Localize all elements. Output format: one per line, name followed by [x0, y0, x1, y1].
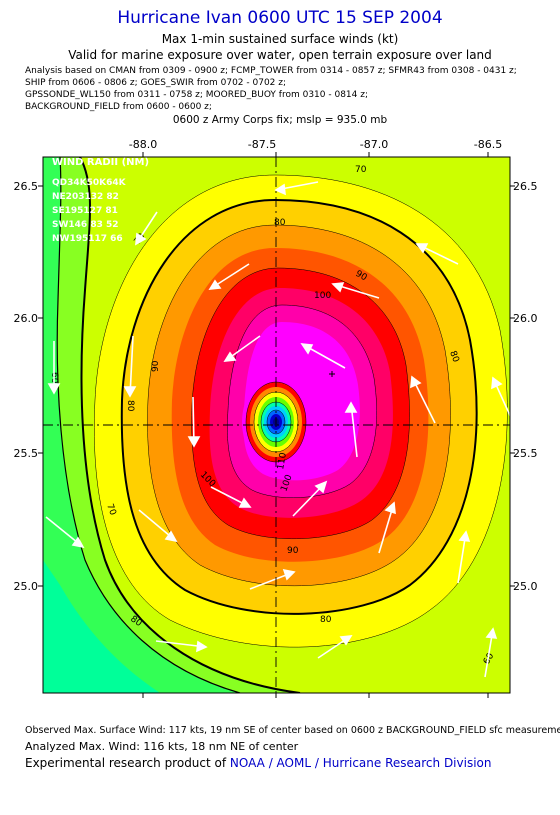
wind-vector: [135, 211, 158, 246]
chart-title: Hurricane Ivan 0600 UTC 15 SEP 2004: [117, 8, 443, 28]
analyzed-max-wind: Analyzed Max. Wind: 116 kts, 18 nm NE of…: [25, 740, 299, 753]
wind-vector: [410, 375, 436, 424]
contour-label: 90: [287, 546, 299, 556]
wind-vector: [491, 376, 510, 418]
axis-ticks: [38, 152, 515, 698]
lat-tick-label: 25.0: [14, 580, 39, 593]
wind-vector: [317, 635, 353, 659]
contour-label: 90: [151, 360, 161, 372]
source-line-2: SHIP from 0606 - 0806 z; GOES_SWIR from …: [25, 78, 287, 88]
lat-tick-labels-right: 26.5 26.0 25.5 25.0: [513, 180, 538, 593]
contour-label: 80: [320, 615, 332, 625]
fix-line: 0600 z Army Corps fix; mslp = 935.0 mb: [172, 114, 388, 126]
chart-subtitle: Max 1-min sustained surface winds (kt): [161, 32, 399, 46]
observed-max-wind: Observed Max. Surface Wind: 117 kts, 19 …: [25, 725, 560, 736]
wind-vector: [292, 480, 328, 517]
wind-vector: [223, 335, 261, 362]
wind-radii-row: NE203132 82: [52, 192, 119, 202]
wind-vector: [208, 263, 250, 290]
contour-label: 100: [314, 291, 331, 301]
wind-vector: [331, 282, 380, 299]
wind-radii-row: NW195117 66: [52, 234, 123, 244]
wind-vector: [187, 396, 201, 448]
contour-83kt: [120, 198, 478, 615]
wind-vector: [300, 343, 346, 369]
lat-tick-label: 26.5: [513, 180, 538, 193]
wind-vector: [415, 243, 459, 265]
wind-vector: [138, 509, 178, 543]
lat-tick-label: 25.5: [513, 447, 538, 460]
lat-tick-label: 25.0: [513, 580, 538, 593]
center-crosshair: [43, 157, 510, 693]
contour-64kt: [79, 157, 301, 693]
wind-radii-table: WIND RADII (NM) QD34K50K64K NE203132 82 …: [52, 157, 149, 244]
lat-tick-labels-left: 26.5 26.0 25.5 25.0: [14, 180, 39, 593]
wind-vector: [344, 401, 358, 458]
credit-line: Experimental research product of NOAA / …: [25, 756, 491, 770]
source-line-3: GPSSONDE_WL150 from 0311 - 0758 z; MOORE…: [25, 90, 368, 100]
lat-tick-label: 26.0: [513, 312, 538, 325]
credit-org-link[interactable]: NOAA / AOML / Hurricane Research Divisio…: [229, 756, 492, 770]
contour-label: 110: [276, 452, 289, 471]
lon-tick-label: -87.5: [248, 138, 276, 151]
wind-vector: [378, 501, 396, 554]
contour-label: 80: [447, 350, 460, 364]
wind-contour-field: 60 60 70 70 70 80 80 80 80 80 90 90 90 1…: [43, 157, 510, 693]
max-wind-marker: [329, 371, 335, 377]
wind-vector: [249, 568, 296, 590]
lat-tick-label: 25.5: [14, 447, 39, 460]
valid-line: Valid for marine exposure over water, op…: [68, 48, 492, 62]
lon-tick-labels-top: -88.0 -87.5 -87.0 -86.5: [129, 138, 502, 151]
lon-tick-label: -88.0: [129, 138, 157, 151]
lon-tick-label: -86.5: [474, 698, 502, 700]
credit-prefix: Experimental research product of: [25, 756, 230, 770]
contour-label: 70: [104, 503, 117, 517]
source-line-4: BACKGROUND_FIELD from 0600 - 0600 z;: [25, 102, 212, 112]
wind-vector: [45, 516, 85, 549]
wind-vector: [123, 335, 137, 398]
lon-tick-labels-bottom: -88.0 -87.5 -87.0 -86.5: [129, 698, 502, 700]
contour-lines: [94, 174, 508, 648]
lat-tick-label: 26.5: [14, 180, 39, 193]
source-line-1: Analysis based on CMAN from 0309 - 0900 …: [25, 66, 517, 76]
lon-tick-label: -88.0: [129, 698, 157, 700]
contour-label: 70: [355, 165, 367, 175]
lat-tick-label: 26.0: [14, 312, 39, 325]
wind-vectors: [45, 181, 510, 678]
contour-label: 80: [274, 218, 286, 228]
contour-label: 80: [125, 400, 135, 412]
lon-tick-label: -86.5: [474, 138, 502, 151]
wind-vector: [484, 627, 498, 678]
wind-radii-row: SW146 83 52: [52, 220, 119, 230]
lon-tick-label: -87.0: [360, 138, 388, 151]
wind-vector: [47, 341, 61, 395]
wind-vector: [457, 530, 471, 584]
wind-radii-header: QD34K50K64K: [52, 178, 127, 188]
wind-vector: [274, 181, 319, 196]
wind-vector: [210, 486, 252, 508]
wind-radii-row: SE195127 81: [52, 206, 118, 216]
wind-vector: [155, 640, 208, 653]
wind-radii-title: WIND RADII (NM): [52, 157, 149, 168]
contour-50kt: [56, 157, 241, 693]
lon-tick-label: -87.0: [360, 698, 388, 700]
lon-tick-label: -87.5: [248, 698, 276, 700]
wind-analysis-map: 60 60 70 70 70 80 80 80 80 80 90 90 90 1…: [14, 138, 538, 700]
